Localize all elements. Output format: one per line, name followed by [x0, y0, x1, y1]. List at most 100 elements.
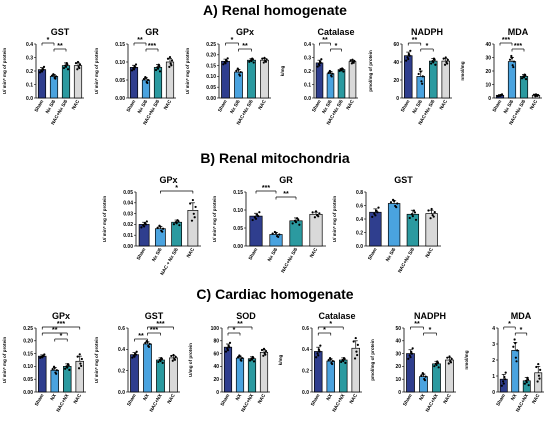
y-tick-label: 0.00 — [233, 244, 243, 250]
data-point — [144, 341, 147, 345]
y-tick-label: 0.05 — [115, 78, 125, 84]
data-point — [433, 365, 436, 368]
y-tick-label: 0.4 — [356, 217, 363, 223]
data-point — [297, 218, 300, 221]
data-point — [411, 347, 414, 350]
significance-label: *** — [148, 43, 156, 50]
data-point — [133, 355, 136, 358]
data-point — [298, 223, 301, 226]
x-tick-label: Nx S/6 — [503, 99, 516, 115]
y-tick-label: 0 — [398, 390, 401, 396]
y-tick-label: 0.1 — [304, 82, 311, 88]
data-point — [170, 59, 174, 62]
data-point — [536, 94, 539, 98]
x-tick-label: Sham — [311, 99, 323, 113]
data-point — [356, 343, 359, 346]
bar — [429, 60, 438, 99]
data-point — [407, 57, 410, 61]
data-point — [524, 74, 527, 77]
bar — [75, 360, 84, 393]
data-point — [143, 225, 146, 228]
data-point — [500, 384, 503, 387]
y-axis-label: U/ min* mg of protein — [94, 337, 99, 384]
data-point — [342, 359, 345, 363]
data-point — [510, 54, 513, 58]
data-point — [77, 367, 81, 370]
y-tick-label: 0.10 — [206, 74, 216, 80]
x-tick-label: NAC — [73, 393, 84, 405]
data-point — [314, 210, 318, 213]
data-point — [450, 357, 453, 360]
chart-title: MDA — [511, 311, 532, 321]
significance-label: ** — [283, 191, 289, 198]
y-tick-label: 0.8 — [356, 190, 363, 196]
x-tick-label: NAC — [71, 99, 82, 111]
chart-title: GPx — [159, 175, 177, 185]
data-point — [277, 235, 280, 239]
y-tick-label: 20 — [485, 69, 491, 75]
y-tick-label: 0.0 — [356, 244, 363, 250]
data-point — [55, 372, 58, 375]
y-tick-label: 0.10 — [115, 60, 125, 66]
y-axis-label: U/ min* mg of protein — [332, 196, 337, 243]
y-tick-label: 0.00 — [206, 96, 216, 102]
data-point — [408, 354, 411, 357]
significance-label: ** — [412, 37, 418, 44]
data-point — [443, 63, 447, 66]
y-tick-label: 0.00 — [123, 244, 133, 250]
data-point — [503, 375, 506, 379]
data-point — [51, 367, 54, 371]
significance-label: * — [175, 185, 178, 192]
bar — [315, 62, 324, 99]
data-point — [42, 68, 45, 71]
x-tick-label: Nx S/6 — [229, 99, 242, 115]
chart-title: GR — [145, 27, 159, 37]
significance-label: * — [429, 327, 432, 334]
data-point — [342, 70, 345, 73]
data-point — [156, 67, 160, 70]
data-point — [514, 342, 517, 345]
data-point — [55, 369, 58, 372]
bar — [269, 234, 283, 247]
data-point — [356, 353, 359, 357]
data-point — [448, 355, 451, 358]
significance-label: * — [47, 37, 50, 44]
data-point — [177, 220, 180, 223]
data-point — [142, 77, 146, 81]
y-tick-label: 20 — [395, 364, 401, 370]
chart-title: GST — [394, 175, 413, 185]
y-tick-label: 0.4 — [304, 42, 311, 48]
data-point — [395, 206, 398, 209]
data-point — [158, 64, 161, 68]
data-point — [76, 355, 79, 358]
y-tick-label: 3 — [492, 342, 495, 348]
bar — [441, 60, 450, 99]
chart-title: SOD — [236, 311, 256, 321]
data-point — [424, 375, 427, 378]
data-point — [353, 357, 357, 360]
data-point — [264, 60, 268, 63]
data-point — [194, 205, 197, 209]
data-point — [134, 353, 138, 356]
data-point — [78, 353, 81, 356]
data-point — [420, 374, 423, 377]
bar — [169, 357, 178, 393]
data-point — [67, 364, 70, 367]
data-point — [502, 380, 505, 383]
x-tick-label: NAC — [439, 99, 450, 111]
data-point — [431, 214, 434, 217]
data-point — [433, 210, 436, 214]
x-tick-label: Sham — [402, 393, 414, 407]
data-point — [318, 350, 321, 353]
data-point — [228, 341, 232, 344]
y-tick-label: 0.2 — [304, 69, 311, 75]
chart-c-nadph: NADPH pmol/mg of protein 0 10 20 30 40 50 Sham NX… — [370, 311, 456, 413]
significance-label: * — [323, 327, 326, 334]
bar — [511, 350, 520, 393]
data-point — [319, 61, 322, 64]
bar — [326, 73, 335, 99]
data-point — [313, 216, 316, 219]
data-point — [78, 66, 81, 70]
x-tick-label: NAC — [166, 393, 177, 405]
data-point — [74, 62, 78, 65]
